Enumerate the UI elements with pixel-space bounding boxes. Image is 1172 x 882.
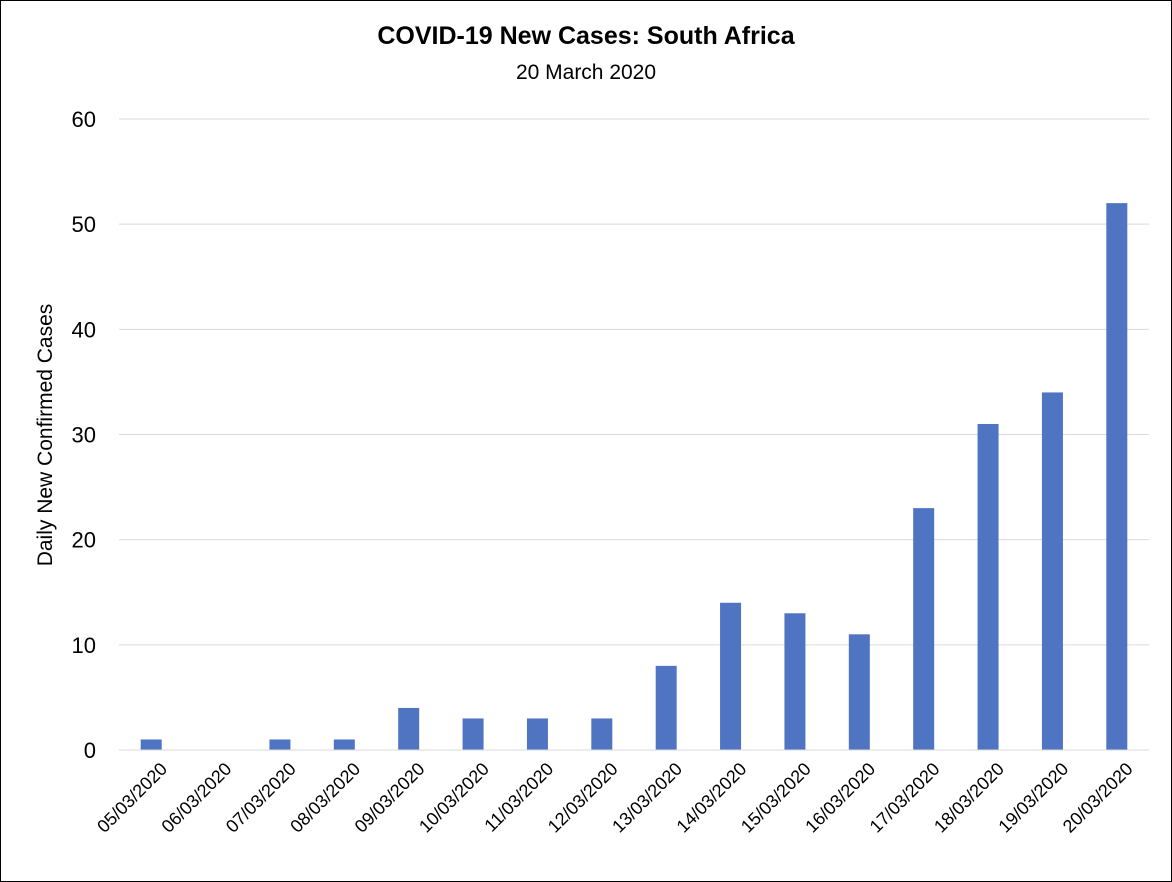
gridlines: [119, 118, 1149, 646]
bar: [848, 634, 870, 750]
chart-title: COVID-19 New Cases: South Africa: [377, 22, 795, 50]
chart-subtitle: 20 March 2020: [515, 61, 657, 84]
y-tick-label: 50: [72, 212, 96, 237]
y-tick-label: 20: [72, 528, 96, 553]
bar: [784, 613, 806, 750]
x-tick-label: 20/03/2020: [1059, 759, 1137, 837]
bar: [1041, 392, 1063, 750]
y-tick-label: 60: [72, 107, 96, 132]
bars: [140, 203, 1128, 751]
bar: [526, 718, 548, 750]
bar: [1106, 203, 1128, 751]
y-tick-label: 30: [72, 423, 96, 448]
bar: [977, 423, 999, 750]
y-tick-label: 10: [72, 633, 96, 658]
bar: [462, 718, 484, 750]
y-tick-labels: 0 10 20 30 40 50 60: [72, 107, 96, 763]
bar: [720, 602, 742, 750]
bar: [591, 718, 613, 750]
bar: [140, 739, 162, 750]
bar: [655, 665, 677, 750]
bar: [269, 739, 291, 750]
x-tick-label: 10/03/2020: [415, 759, 493, 837]
bar: [333, 739, 355, 750]
bar: [913, 508, 935, 750]
x-tick-labels: 05/03/202006/03/202007/03/202008/03/2020…: [93, 759, 1136, 837]
bar: [398, 707, 420, 750]
y-tick-label: 40: [72, 317, 96, 342]
y-tick-label: 0: [84, 738, 96, 763]
y-axis-label: Daily New Confirmed Cases: [34, 304, 57, 567]
